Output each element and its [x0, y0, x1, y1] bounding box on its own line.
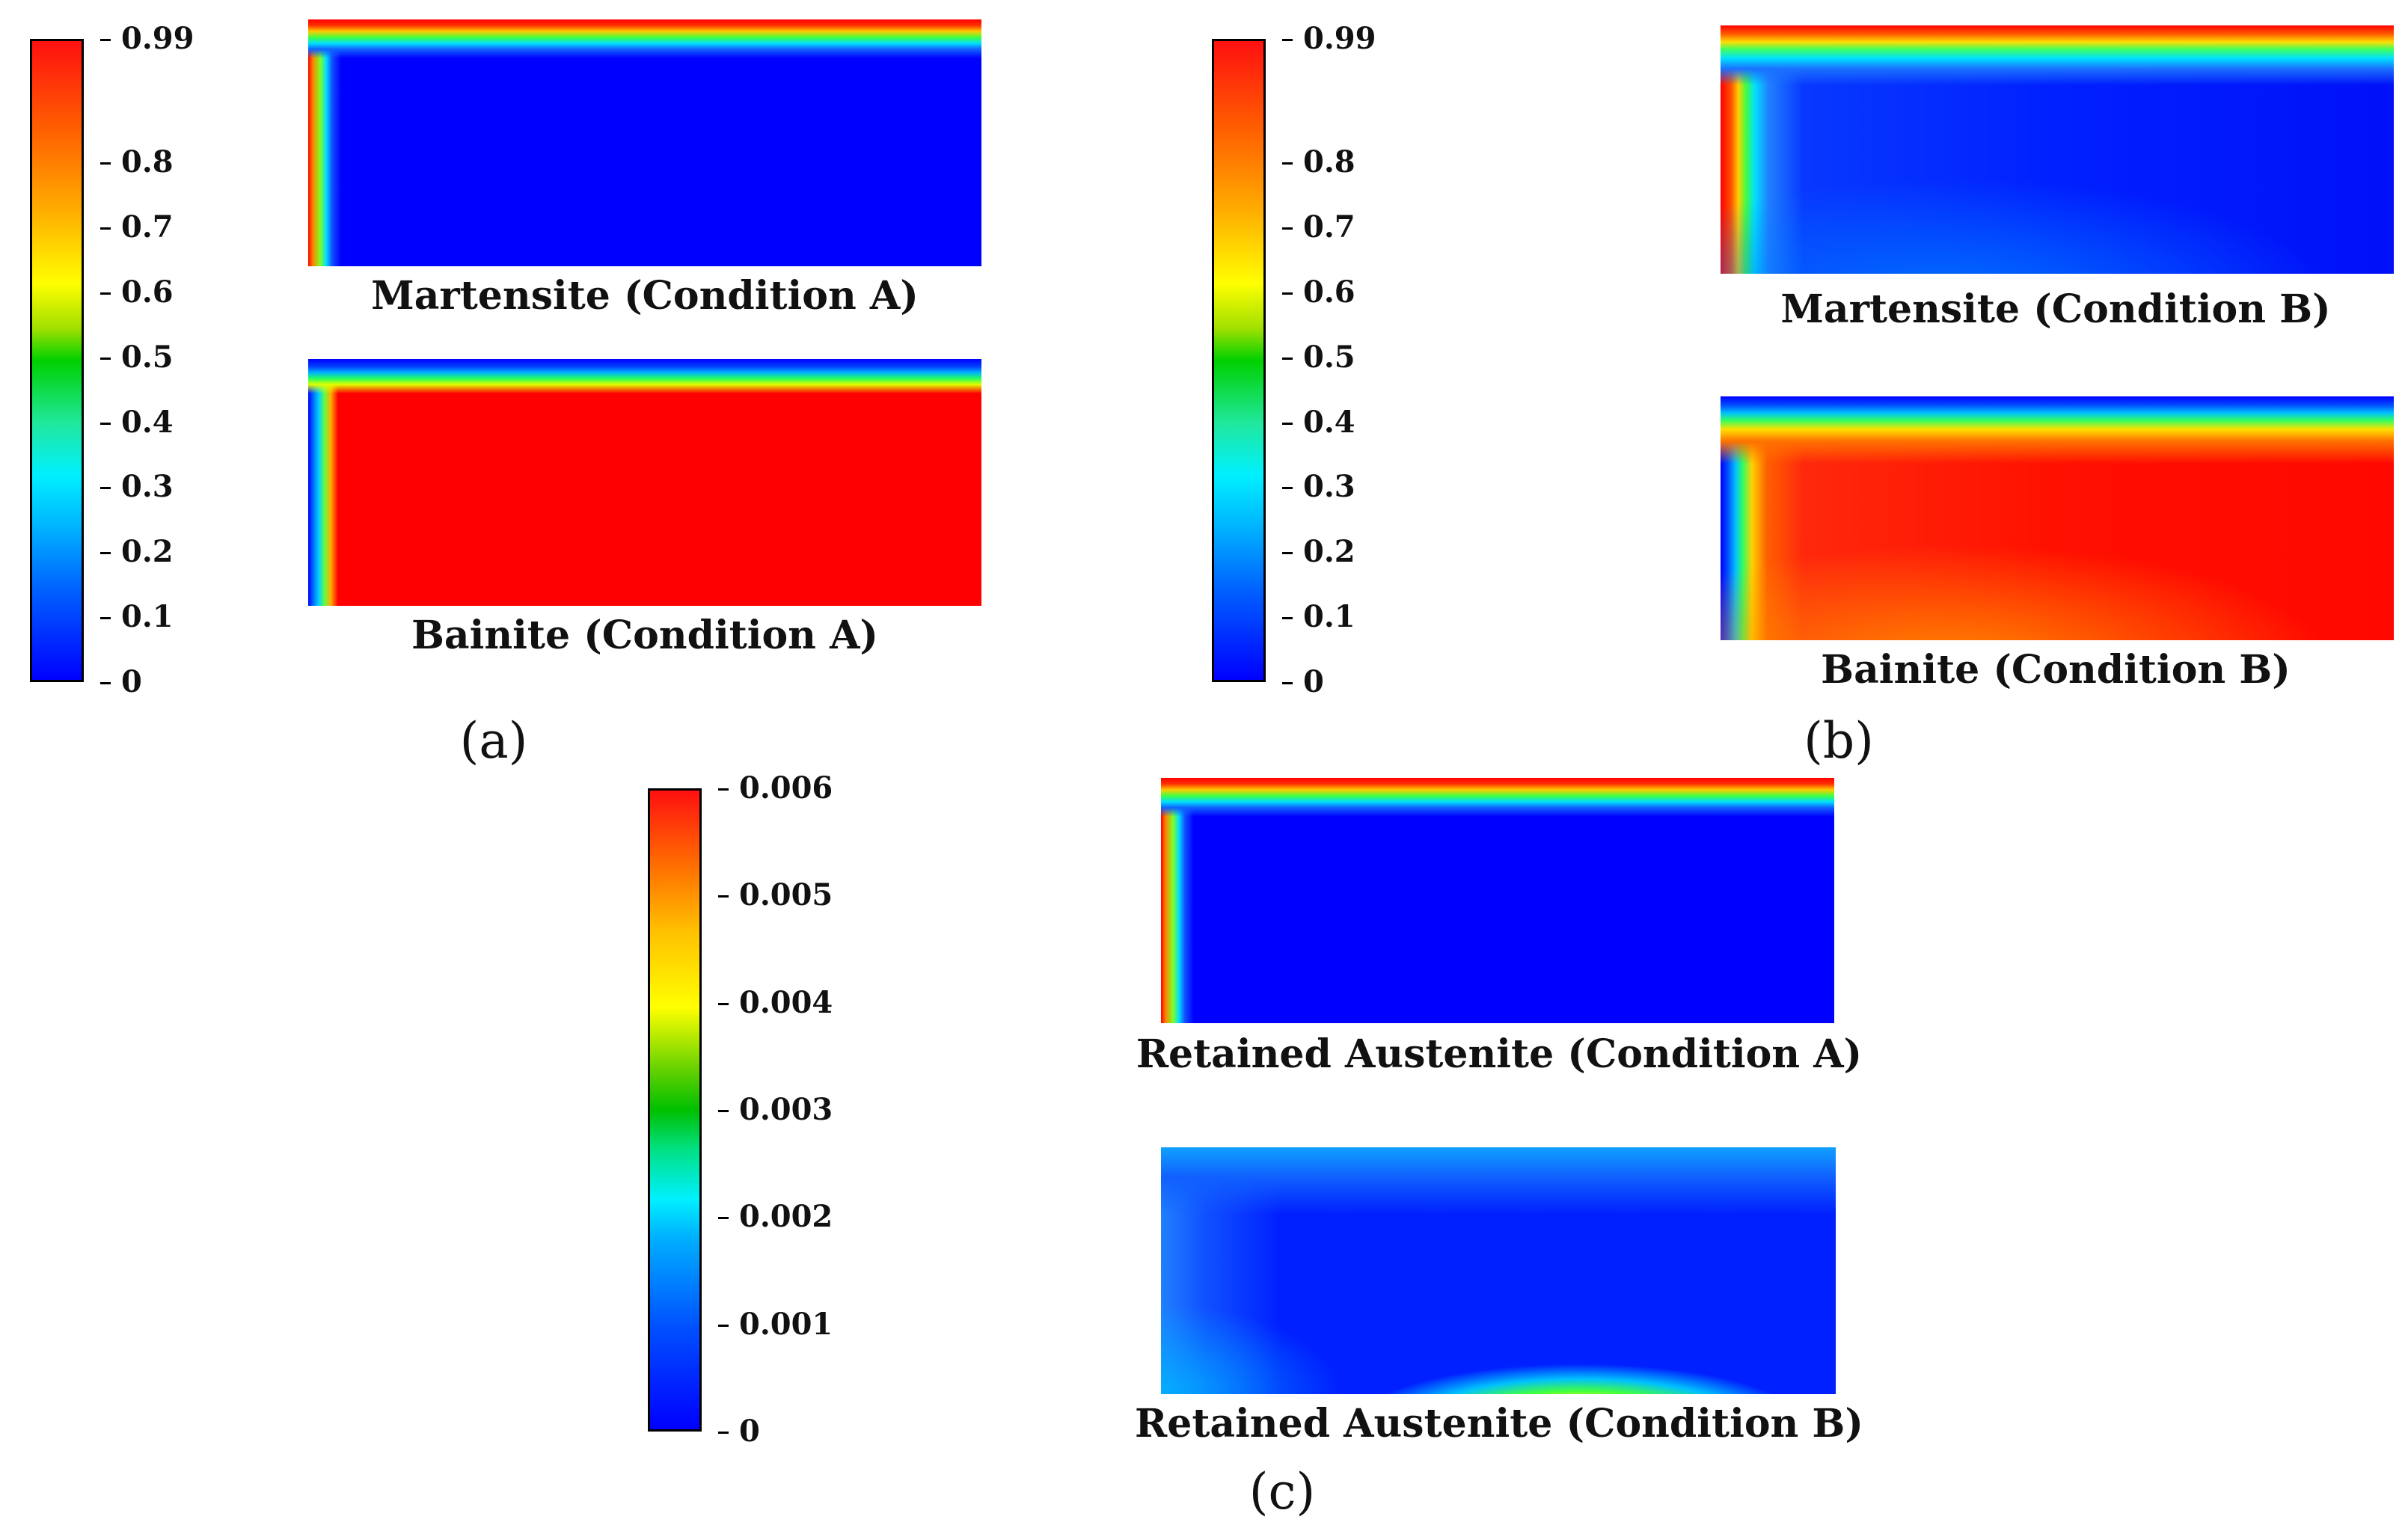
- retained-austenite-a-field: [1161, 778, 1834, 1023]
- colorbar-tick-label: 0.1: [100, 599, 174, 635]
- bainite-b-field: [1721, 396, 2394, 640]
- panel-c-sublabel: (c): [1249, 1463, 1316, 1521]
- colorbar-tick-label: 0.1: [1282, 599, 1355, 635]
- bainite-a-label: Bainite (Condition A): [411, 613, 879, 658]
- colorbar-tick-label: 0: [718, 1414, 760, 1449]
- colorbar-tick-label: 0.6: [1282, 274, 1355, 310]
- martensite-b-field: [1721, 25, 2394, 274]
- colorbar-tick-label: 0.8: [1282, 144, 1355, 180]
- retained-austenite-b-field: [1161, 1147, 1836, 1394]
- retained-austenite-a-label: Retained Austenite (Condition A): [1136, 1031, 1863, 1077]
- colorbar-tick-label: 0.006: [717, 770, 833, 806]
- colorbar-tick-label: 0.7: [1282, 209, 1355, 245]
- retained-austenite-b-label: Retained Austenite (Condition B): [1135, 1401, 1863, 1446]
- colorbar-tick-label: 0.3: [1282, 469, 1355, 505]
- colorbar-tick-label: 0.003: [717, 1092, 833, 1127]
- colorbar-tick-label: 0.2: [1282, 534, 1355, 570]
- colorbar-tick-label: 0.8: [100, 144, 174, 180]
- colorbar-tick-label: 0: [100, 664, 142, 699]
- bainite-a-field: [308, 359, 981, 606]
- martensite-a-field: [308, 19, 981, 266]
- colorbar-a: [30, 39, 84, 682]
- panel-b-sublabel: (b): [1804, 712, 1874, 770]
- colorbar-tick-label: 0.99: [99, 21, 194, 56]
- bainite-b-label: Bainite (Condition B): [1821, 647, 2291, 693]
- panel-a-sublabel: (a): [459, 712, 528, 770]
- colorbar-tick-label: 0.6: [100, 274, 174, 310]
- colorbar-tick-label: 0: [1282, 664, 1324, 699]
- colorbar-tick-label: 0.5: [1282, 339, 1355, 375]
- colorbar-b: [1212, 39, 1266, 682]
- colorbar-tick-label: 0.2: [100, 534, 174, 570]
- colorbar-tick-label: 0.5: [100, 339, 174, 375]
- colorbar-tick-label: 0.7: [100, 209, 174, 245]
- colorbar-tick-label: 0.99: [1281, 21, 1376, 56]
- martensite-b-label: Martensite (Condition B): [1780, 286, 2331, 332]
- colorbar-tick-label: 0.4: [100, 404, 174, 440]
- colorbar-tick-label: 0.3: [100, 469, 174, 505]
- colorbar-tick-label: 0.004: [717, 984, 833, 1020]
- colorbar-c: [648, 788, 702, 1432]
- colorbar-tick-label: 0.4: [1282, 404, 1355, 440]
- colorbar-tick-label: 0.005: [717, 877, 833, 913]
- martensite-a-label: Martensite (Condition A): [371, 273, 919, 319]
- colorbar-tick-label: 0.002: [717, 1199, 833, 1235]
- colorbar-tick-label: 0.001: [717, 1306, 833, 1342]
